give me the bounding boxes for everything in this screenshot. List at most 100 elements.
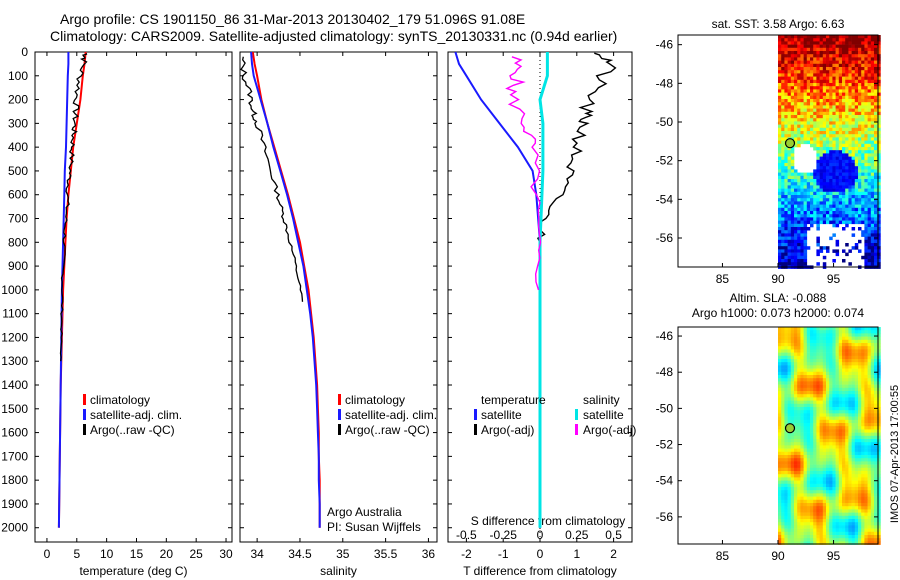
map-sst-cell	[851, 179, 856, 183]
map-sst-cell	[778, 86, 782, 90]
map-sla-cell	[838, 535, 843, 539]
map-sla-cell	[787, 359, 792, 363]
map-sla-cell	[822, 419, 827, 424]
map-sla-cell	[845, 330, 849, 334]
map-sst-cell	[822, 198, 827, 202]
map-sst-cell	[806, 63, 811, 68]
map-sla-cell	[851, 448, 856, 453]
map-sla-cell	[797, 480, 801, 485]
map-sla-cell	[826, 477, 830, 481]
temp-xtick-label: 0	[44, 547, 51, 561]
map-sla-cell	[794, 352, 798, 357]
map-sst-cell	[778, 57, 782, 61]
map-sst-cell	[838, 137, 843, 141]
map-sla-cell	[787, 381, 792, 385]
map-sst-cell	[816, 182, 820, 186]
map-sst-cell	[778, 172, 782, 177]
map-sst-cell	[838, 57, 843, 61]
map-sst-cell	[778, 185, 782, 189]
map-sla-cell	[858, 435, 862, 440]
map-sst-cell	[874, 118, 878, 122]
map-sla-cell	[870, 499, 875, 504]
map-sla-cell	[816, 503, 820, 507]
map-sla-cell	[800, 474, 804, 478]
map-sst-cell	[816, 147, 820, 151]
map-sla-cell	[790, 387, 795, 392]
map-sst-cell	[829, 195, 833, 199]
map-sla-cell	[858, 499, 862, 504]
map-sst-cell	[877, 143, 881, 148]
map-sla-cell	[858, 483, 862, 488]
map-sla-cell	[822, 410, 827, 414]
map-sla-cell	[816, 336, 820, 341]
map-sst-cell	[806, 35, 811, 39]
map-sla-cell	[810, 525, 814, 529]
map-sla-cell	[800, 535, 804, 539]
map-sla-cell	[845, 435, 849, 440]
map-sla-xtick-label: 85	[716, 549, 730, 563]
map-sla-cell	[816, 506, 820, 510]
map-sst-cell	[864, 60, 868, 65]
map-sla-cell	[794, 506, 798, 510]
temp-legend-swatch	[83, 394, 86, 405]
map-sla-cell	[819, 400, 824, 405]
map-sst-cell	[870, 243, 875, 247]
map-sla-cell	[787, 327, 792, 331]
map-sst-cell	[832, 131, 836, 135]
map-sla-cell	[784, 384, 788, 389]
map-sla-cell	[832, 378, 836, 382]
map-sla-cell	[877, 525, 881, 529]
map-sla-cell	[806, 378, 811, 382]
map-sla-cell	[794, 339, 798, 344]
map-sla-cell	[784, 506, 788, 510]
map-sla-cell	[848, 362, 852, 366]
map-sla-cell	[829, 375, 833, 379]
map-sla-cell	[874, 499, 878, 504]
map-sst-cell	[778, 124, 782, 129]
map-sla-cell	[854, 487, 859, 491]
map-sla-cell	[838, 426, 843, 430]
map-sst-cell	[861, 195, 865, 199]
map-sla-cell	[832, 541, 836, 545]
map-sst-cell	[826, 111, 830, 116]
map-sla-cell	[784, 535, 788, 539]
map-sst-cell	[822, 54, 827, 58]
map-sst-cell	[810, 57, 814, 61]
map-sst-cell	[870, 217, 875, 221]
map-sla-cell	[870, 493, 875, 497]
map-sla-cell	[800, 512, 804, 517]
map-sla-cell	[790, 541, 795, 545]
map-sst-cell	[806, 207, 811, 212]
map-sst-cell	[835, 60, 840, 65]
map-sst-cell	[810, 185, 814, 189]
map-sst-cell	[842, 73, 846, 77]
map-sla-cell	[854, 407, 859, 411]
map-sla-cell	[810, 371, 814, 376]
map-sst-cell	[854, 60, 859, 65]
map-sst-cell	[813, 185, 817, 189]
map-sla-cell	[854, 378, 859, 382]
map-sst-cell	[784, 102, 788, 106]
map-sla-cell	[826, 403, 830, 408]
map-sst-cell	[861, 115, 865, 119]
map-sla-cell	[816, 429, 820, 433]
map-sst-cell	[806, 172, 811, 177]
map-sla-cell	[861, 432, 865, 437]
map-sla-cell	[874, 355, 878, 360]
map-sst-cell	[854, 153, 859, 157]
map-sla-cell	[787, 535, 792, 539]
map-sst-cell	[848, 172, 852, 177]
map-sla-cell	[861, 339, 865, 344]
map-sla-cell	[870, 512, 875, 517]
map-sla-cell	[845, 346, 849, 350]
map-sla-cell	[778, 512, 782, 517]
map-sst-cell	[835, 163, 840, 167]
map-sla-cell	[806, 333, 811, 337]
map-sst-cell	[861, 172, 865, 177]
map-sst-cell	[778, 230, 782, 234]
map-sst-cell	[787, 147, 792, 151]
map-sla-cell	[838, 525, 843, 529]
map-sla-cell	[794, 387, 798, 392]
map-sla-cell	[787, 538, 792, 542]
map-sst-cell	[803, 246, 808, 250]
